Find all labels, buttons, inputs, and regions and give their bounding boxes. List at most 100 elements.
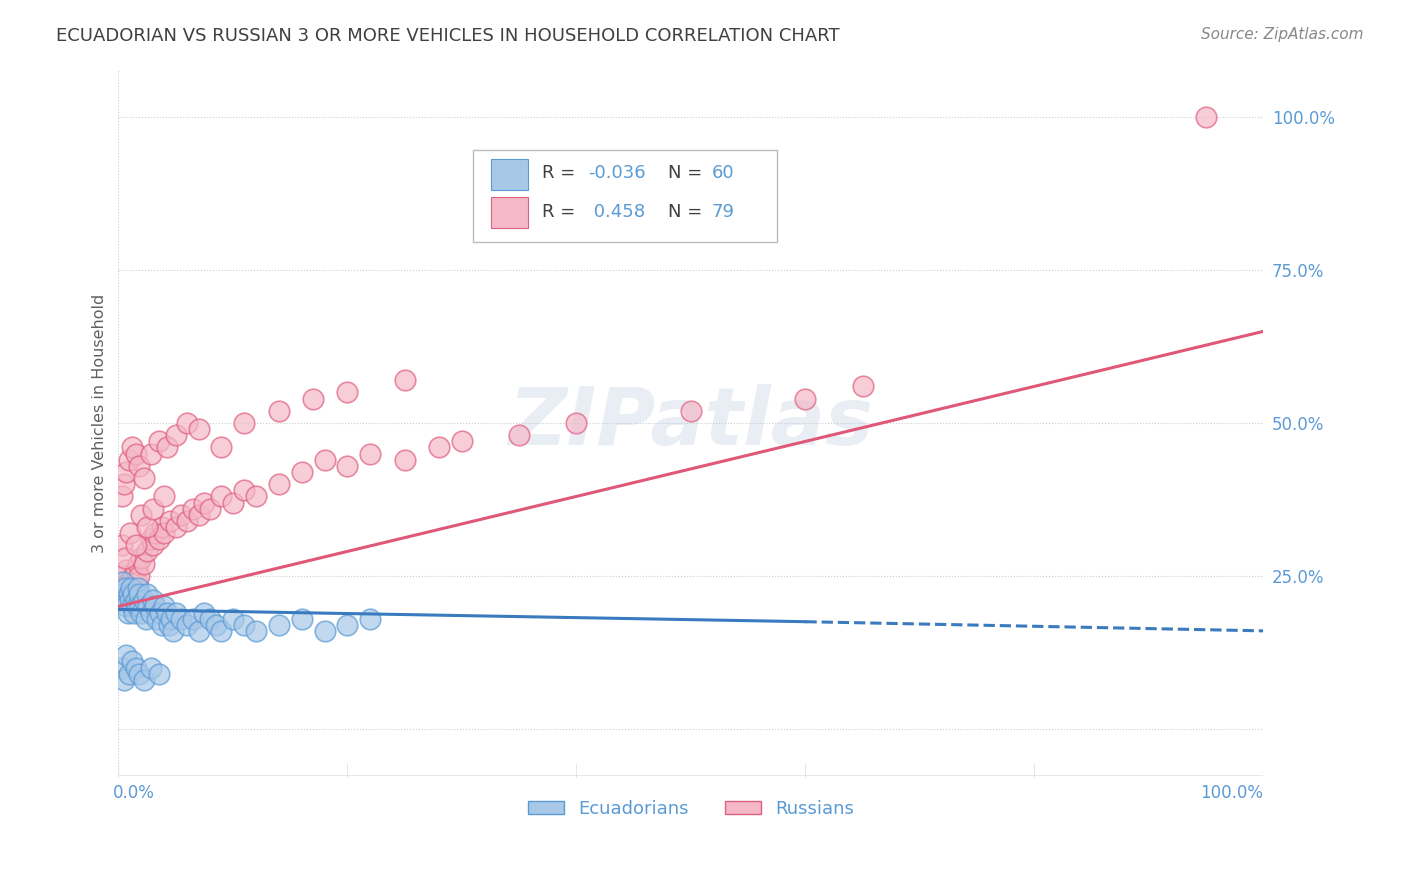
- Point: [314, 624, 336, 638]
- Point: [118, 574, 141, 589]
- Point: [143, 526, 166, 541]
- Point: [359, 447, 381, 461]
- Point: [118, 593, 141, 607]
- Point: [115, 563, 138, 577]
- Text: 100.0%: 100.0%: [1201, 784, 1264, 802]
- Legend: Ecuadorians, Russians: Ecuadorians, Russians: [520, 793, 862, 825]
- Point: [127, 557, 149, 571]
- Point: [165, 606, 187, 620]
- Point: [187, 508, 209, 522]
- Point: [153, 599, 176, 614]
- Point: [136, 587, 159, 601]
- Point: [222, 612, 245, 626]
- Point: [124, 538, 146, 552]
- Point: [143, 599, 166, 614]
- Point: [117, 606, 139, 620]
- Point: [176, 617, 198, 632]
- Point: [852, 379, 875, 393]
- Point: [131, 550, 153, 565]
- Point: [142, 538, 165, 552]
- Point: [122, 569, 145, 583]
- Point: [111, 574, 134, 589]
- Point: [165, 428, 187, 442]
- Point: [508, 428, 530, 442]
- Point: [118, 452, 141, 467]
- Point: [162, 624, 184, 638]
- Point: [314, 452, 336, 467]
- Point: [124, 447, 146, 461]
- Point: [794, 392, 817, 406]
- Point: [136, 520, 159, 534]
- Point: [112, 477, 135, 491]
- Point: [170, 508, 193, 522]
- Point: [128, 458, 150, 473]
- Point: [181, 612, 204, 626]
- Point: [128, 569, 150, 583]
- Point: [211, 489, 233, 503]
- Point: [336, 617, 359, 632]
- Point: [291, 612, 314, 626]
- Point: [132, 593, 155, 607]
- Point: [204, 617, 226, 632]
- Text: ZIPatlas: ZIPatlas: [509, 384, 873, 462]
- Point: [139, 606, 162, 620]
- Point: [142, 593, 165, 607]
- Point: [211, 441, 233, 455]
- Point: [245, 624, 267, 638]
- FancyBboxPatch shape: [474, 150, 776, 243]
- Point: [160, 612, 183, 626]
- Point: [267, 617, 290, 632]
- Point: [157, 617, 180, 632]
- Point: [111, 538, 134, 552]
- Point: [159, 514, 181, 528]
- Point: [114, 550, 136, 565]
- Point: [121, 587, 143, 601]
- Point: [359, 612, 381, 626]
- Point: [111, 587, 134, 601]
- Point: [148, 434, 170, 449]
- Point: [565, 416, 588, 430]
- Point: [245, 489, 267, 503]
- Point: [679, 404, 702, 418]
- Point: [394, 452, 416, 467]
- Point: [112, 593, 135, 607]
- Point: [187, 624, 209, 638]
- Text: 0.0%: 0.0%: [112, 784, 155, 802]
- Text: -0.036: -0.036: [588, 164, 645, 183]
- Point: [125, 574, 148, 589]
- Point: [211, 624, 233, 638]
- Text: ECUADORIAN VS RUSSIAN 3 OR MORE VEHICLES IN HOUSEHOLD CORRELATION CHART: ECUADORIAN VS RUSSIAN 3 OR MORE VEHICLES…: [56, 27, 839, 45]
- Y-axis label: 3 or more Vehicles in Household: 3 or more Vehicles in Household: [93, 293, 107, 553]
- Point: [118, 593, 141, 607]
- Point: [165, 520, 187, 534]
- Point: [114, 581, 136, 595]
- Point: [115, 465, 138, 479]
- Point: [451, 434, 474, 449]
- Point: [112, 673, 135, 687]
- Point: [118, 587, 141, 601]
- Text: R =: R =: [543, 164, 575, 183]
- Text: R =: R =: [543, 202, 575, 220]
- Point: [176, 416, 198, 430]
- Point: [136, 544, 159, 558]
- Point: [132, 471, 155, 485]
- Point: [198, 501, 221, 516]
- Point: [120, 581, 142, 595]
- Point: [121, 599, 143, 614]
- Point: [128, 587, 150, 601]
- Point: [146, 612, 169, 626]
- Point: [233, 416, 256, 430]
- Point: [1195, 111, 1218, 125]
- Point: [176, 514, 198, 528]
- Point: [118, 526, 141, 541]
- Point: [124, 660, 146, 674]
- Point: [291, 465, 314, 479]
- Text: N =: N =: [668, 202, 702, 220]
- Point: [110, 574, 132, 589]
- Point: [193, 495, 215, 509]
- Point: [124, 563, 146, 577]
- Point: [135, 612, 157, 626]
- Point: [150, 520, 173, 534]
- Text: N =: N =: [668, 164, 702, 183]
- Point: [142, 501, 165, 516]
